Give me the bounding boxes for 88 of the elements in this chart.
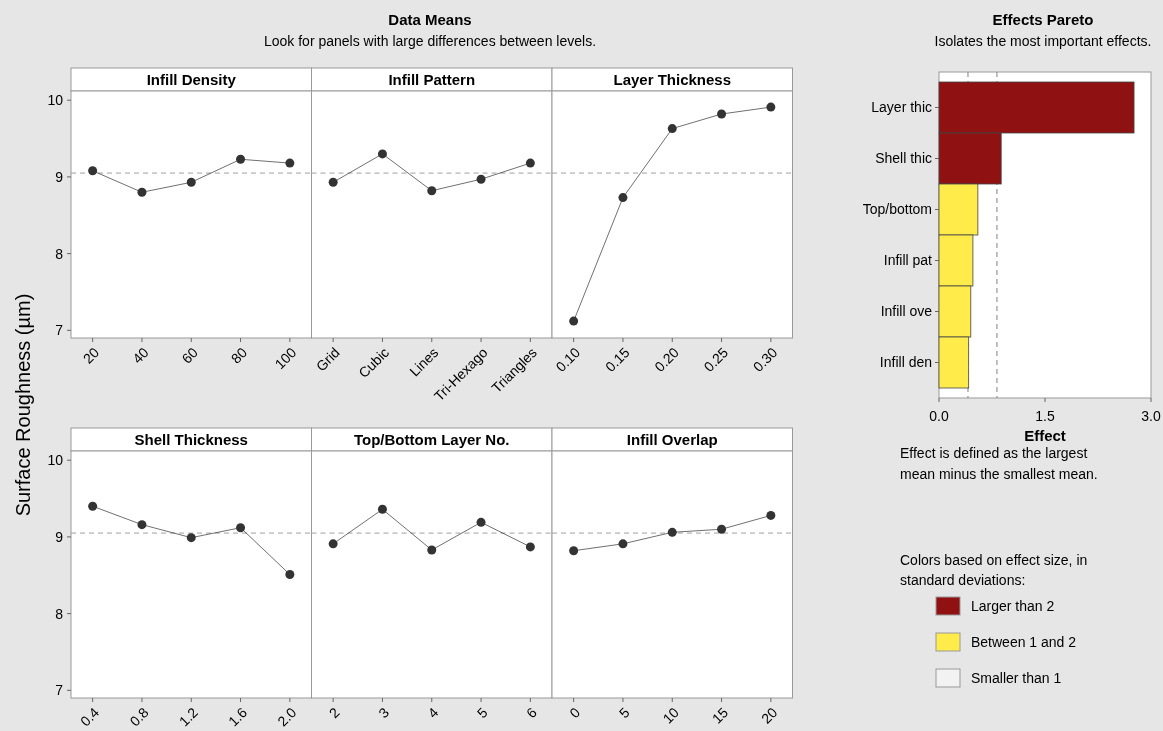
- y-tick-label: 10: [47, 92, 64, 109]
- point: [618, 193, 628, 203]
- x-tick-label: 1.5: [1035, 407, 1055, 424]
- y-tick-label: Top/bottom: [862, 201, 932, 218]
- y-tick-label: 8: [55, 245, 64, 262]
- point: [137, 520, 147, 530]
- point: [186, 533, 196, 543]
- point: [427, 545, 437, 555]
- y-tick-label: 7: [55, 322, 64, 339]
- point: [328, 539, 338, 549]
- chart-title: Top/Bottom Layer No.: [353, 431, 510, 448]
- y-axis-title: Surface Roughness (µm): [12, 293, 34, 517]
- chart-title: Layer Thickness: [613, 71, 732, 88]
- x-tick-label: 2.0: [274, 704, 300, 730]
- x-tick-label: 0.4: [77, 704, 103, 730]
- point: [569, 546, 579, 556]
- chart-title: Infill Overlap: [626, 431, 718, 448]
- point: [476, 517, 486, 527]
- x-tick-label: 3: [375, 704, 393, 722]
- x-tick-label: 1.2: [175, 704, 201, 730]
- x-tick-label: 3.0: [1141, 407, 1161, 424]
- text: Effect is defined as the largest mean minus the smallest mean.: [900, 445, 1098, 482]
- x-tick-label: 0.8: [126, 704, 152, 730]
- x-tick-label: 60: [178, 344, 201, 367]
- point: [285, 158, 295, 168]
- x-tick-label: 0.10: [552, 344, 584, 375]
- x-tick-label: 0.20: [651, 344, 682, 375]
- text: Data Means: [388, 11, 472, 28]
- legend-label: Larger than 2: [971, 597, 1055, 614]
- y-tick-label: Infill ove: [880, 303, 933, 320]
- point: [285, 570, 295, 579]
- point: [766, 510, 776, 520]
- y-tick-label: Infill den: [879, 354, 932, 371]
- text: Look for panels with large differences between levels.: [263, 33, 597, 49]
- point: [717, 109, 727, 119]
- x-tick-label: Grid: [312, 344, 343, 375]
- x-tick-label: 40: [129, 344, 152, 367]
- point: [427, 186, 437, 196]
- point: [377, 504, 387, 514]
- y-tick-label: 10: [47, 452, 64, 469]
- point: [766, 102, 776, 112]
- chart-title: Infill Pattern: [388, 71, 476, 88]
- point: [88, 166, 98, 176]
- point: [186, 177, 196, 187]
- chart-title: Shell Thickness: [134, 431, 248, 448]
- y-tick-label: Layer thic: [871, 99, 932, 116]
- point: [667, 124, 677, 134]
- point: [569, 316, 579, 326]
- y-tick-label: 9: [55, 168, 64, 185]
- point: [377, 149, 387, 159]
- chart-title: Infill Density: [146, 71, 237, 88]
- x-tick-label: 0.30: [749, 344, 781, 375]
- y-tick-label: 9: [55, 528, 64, 545]
- point: [476, 174, 486, 184]
- x-tick-label: 20: [758, 704, 781, 727]
- x-tick-label: 0.0: [929, 407, 949, 424]
- legend-label: Between 1 and 2: [971, 633, 1077, 650]
- point: [236, 523, 246, 533]
- legend-label: Smaller than 1: [971, 669, 1062, 686]
- point: [88, 501, 98, 511]
- point: [137, 187, 147, 197]
- point: [618, 539, 628, 549]
- x-tick-label: 80: [227, 344, 251, 367]
- chart-subtitle: Isolates the most important effects.: [934, 33, 1152, 49]
- x-tick-label: 6: [523, 704, 541, 722]
- x-tick-label: 4: [424, 704, 442, 722]
- y-tick-label: Infill pat: [883, 252, 933, 269]
- x-tick-label: 2: [325, 704, 343, 722]
- legend-title: Colors based on effect size, in standard deviations:: [900, 552, 1088, 588]
- y-tick-label: 8: [55, 605, 64, 622]
- x-tick-label: 100: [271, 344, 300, 373]
- chart-title: Effects Pareto: [992, 11, 1094, 28]
- x-tick-label: 10: [659, 704, 682, 727]
- point: [667, 527, 677, 537]
- x-tick-label: 0: [566, 704, 584, 722]
- y-tick-label: 7: [55, 682, 64, 699]
- point: [525, 542, 535, 552]
- point: [717, 524, 727, 534]
- x-tick-label: 20: [79, 344, 103, 367]
- x-tick-label: 15: [708, 704, 732, 727]
- x-tick-label: 5: [473, 704, 491, 722]
- x-tick-label: 1.6: [225, 704, 251, 730]
- point: [525, 158, 535, 168]
- point: [328, 177, 338, 187]
- y-tick-label: Shell thic: [875, 150, 932, 167]
- x-tick-label: 5: [615, 704, 633, 722]
- x-axis-title: Effect: [1024, 426, 1066, 444]
- point: [236, 154, 246, 164]
